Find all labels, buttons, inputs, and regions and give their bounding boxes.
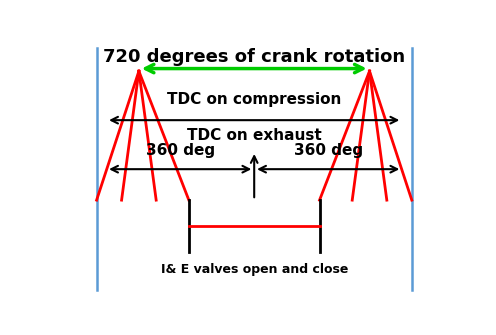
Text: 360 deg: 360 deg xyxy=(294,143,363,157)
Text: I& E valves open and close: I& E valves open and close xyxy=(161,263,348,276)
Text: TDC on compression: TDC on compression xyxy=(167,92,341,107)
Text: 720 degrees of crank rotation: 720 degrees of crank rotation xyxy=(103,48,405,66)
Text: 360 deg: 360 deg xyxy=(146,143,215,157)
Text: TDC on exhaust: TDC on exhaust xyxy=(187,128,321,143)
